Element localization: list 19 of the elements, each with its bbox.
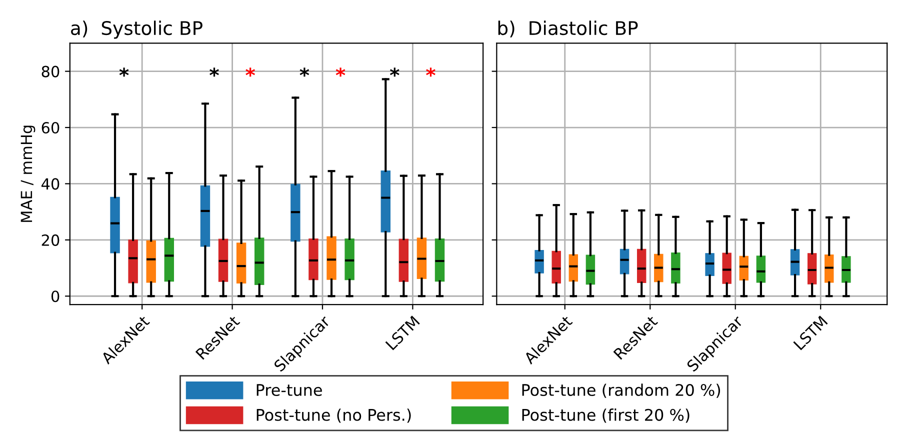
annotation: *	[210, 68, 219, 77]
annotation: *	[336, 68, 346, 77]
chart-title: a) Systolic BP	[71, 20, 202, 39]
y-tick-label: 60	[42, 122, 60, 134]
y-tick-label: 0	[51, 290, 60, 302]
annotation: *	[426, 68, 436, 77]
chart-title: b) Diastolic BP	[498, 20, 638, 38]
legend-label: Post-tune (first 20 %)	[522, 408, 690, 423]
annotation: *	[246, 68, 256, 77]
y-tick-label: 20	[42, 234, 60, 246]
y-tick-label: 80	[42, 66, 60, 78]
annotation: *	[300, 68, 310, 77]
annotation: *	[390, 68, 400, 77]
legend-label: Post-tune (no Pers.)	[256, 408, 411, 423]
y-axis-title: MAE / mmHg	[20, 126, 36, 222]
annotation: *	[119, 68, 129, 77]
legend-label: Post-tune (random 20 %)	[522, 384, 720, 398]
y-tick-label: 40	[42, 178, 60, 190]
legend-label: Pre-tune	[256, 384, 322, 396]
